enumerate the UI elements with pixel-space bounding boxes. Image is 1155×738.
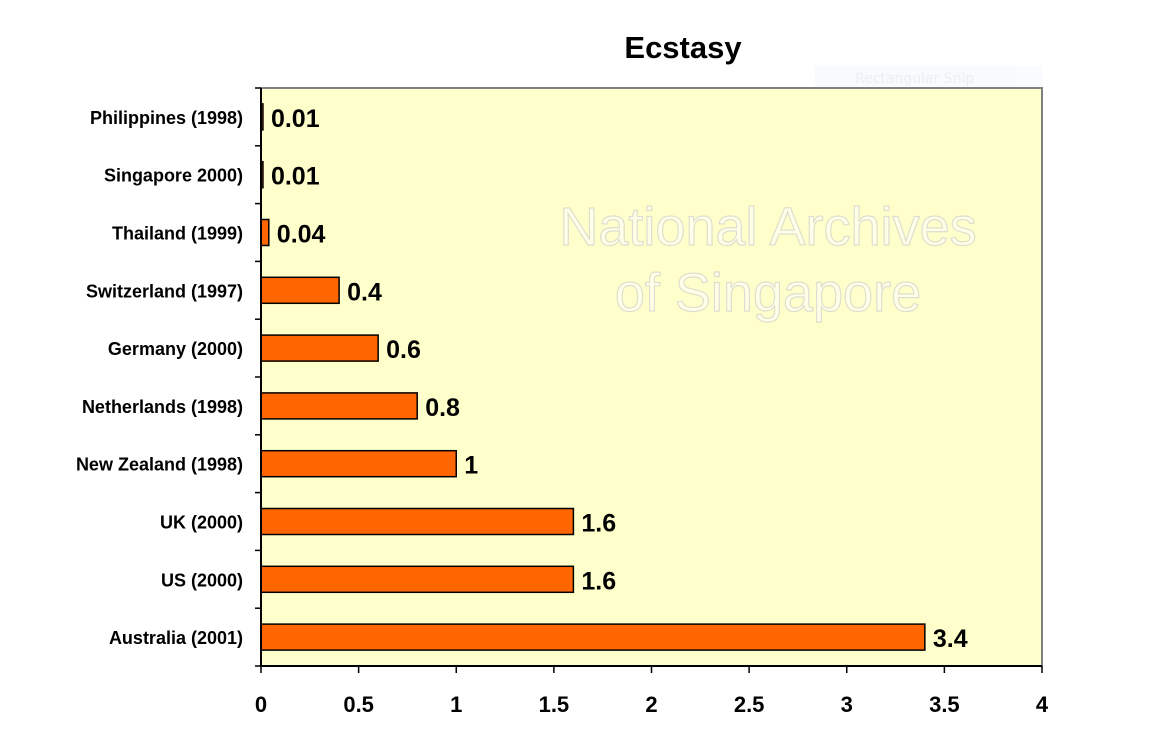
data-label: 0.4 [347,278,382,306]
data-label: 0.6 [386,336,421,364]
bar [260,334,379,362]
category-label: Switzerland (1997) [86,281,243,301]
x-tick-label: 1.5 [539,692,570,717]
bar [260,449,457,478]
x-tick-label: 2.5 [734,692,765,717]
x-tick-label: 4 [1036,692,1049,717]
category-label: Netherlands (1998) [82,397,243,417]
bar [260,218,270,247]
data-label: 1.6 [581,510,616,538]
x-tick-label: 3 [841,692,853,717]
x-tick-label: 3.5 [929,692,960,717]
category-label: UK (2000) [160,513,243,533]
data-label: 0.8 [425,394,460,422]
snip-overlay: Rectangular Snip [815,66,1043,90]
watermark-line: National Archives [559,197,976,257]
data-label: 0.01 [271,105,320,133]
data-label: 1.6 [581,567,616,595]
chart-title: Ecstasy [624,30,742,65]
bar [260,565,575,594]
category-label: Singapore 2000) [104,166,243,186]
x-tick-label: 1 [450,692,462,717]
snip-overlay-text: Rectangular Snip [855,71,975,87]
data-label: 3.4 [933,625,968,653]
data-label: 0.01 [271,163,320,191]
x-tick-label: 2 [645,692,657,717]
x-tick-label: 0.5 [343,692,374,717]
category-label: New Zealand (1998) [76,455,243,475]
bar [260,392,418,420]
data-label: 0.04 [277,221,326,249]
category-label: Germany (2000) [108,339,243,359]
watermark-line: of Singapore [615,263,921,323]
category-label: Philippines (1998) [90,108,243,128]
category-label: US (2000) [161,570,243,590]
category-label: Australia (2001) [109,628,243,648]
bar [260,623,926,651]
x-tick-label: 0 [255,692,267,717]
bar [260,507,575,536]
watermark: National Archives of Singapore [559,197,976,323]
category-label: Thailand (1999) [112,224,243,244]
bar [260,276,340,305]
data-label: 1 [464,452,478,480]
